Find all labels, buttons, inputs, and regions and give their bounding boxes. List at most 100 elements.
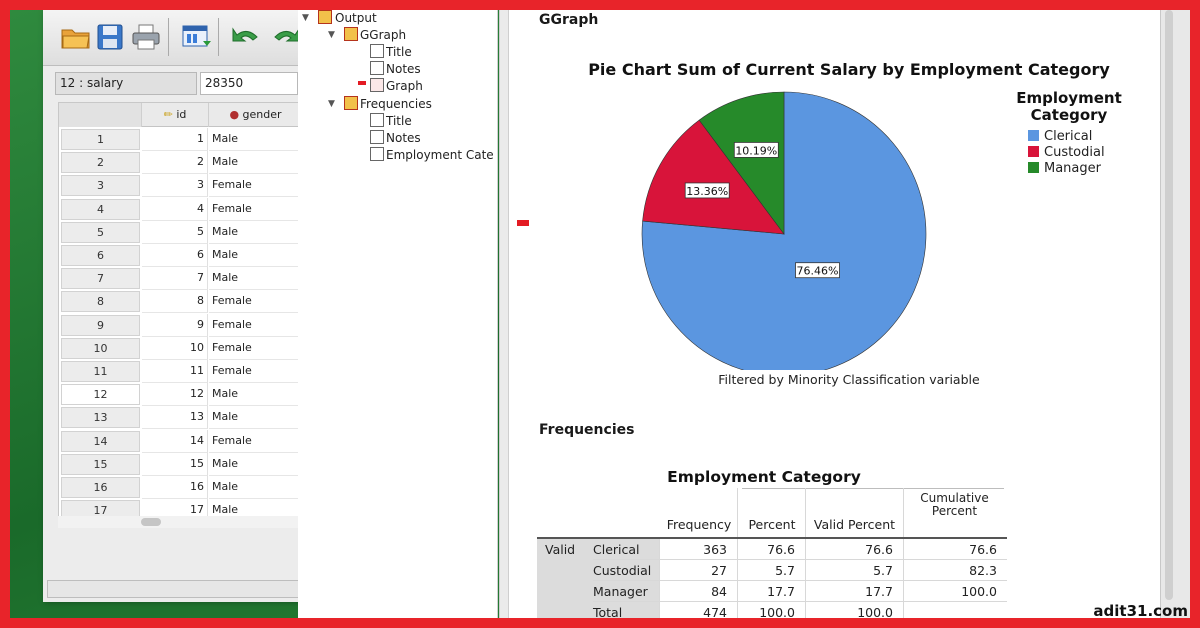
group-label-valid: Valid: [545, 542, 576, 557]
pie-chart[interactable]: 76.46% 13.36% 10.19%: [509, 10, 1174, 370]
scroll-thumb[interactable]: [141, 518, 161, 526]
cell-id[interactable]: 12: [142, 383, 208, 407]
column-header-gender[interactable]: ● gender: [229, 108, 282, 121]
row-number[interactable]: 5: [61, 221, 140, 243]
print-icon[interactable]: [129, 20, 163, 54]
pane-splitter[interactable]: [499, 10, 509, 618]
cell-id[interactable]: 4: [142, 197, 208, 221]
row-number[interactable]: 17: [61, 500, 140, 522]
cell-gender[interactable]: Male: [209, 221, 300, 244]
table-row[interactable]: 1 1 Male: [59, 128, 300, 151]
nav-item-ggraph[interactable]: GGraph: [360, 28, 407, 42]
cell-gender[interactable]: Female: [209, 337, 300, 360]
row-number[interactable]: 11: [61, 361, 140, 382]
table-row[interactable]: 7 7 Male: [59, 267, 300, 291]
cell-gender[interactable]: Male: [209, 151, 300, 175]
cell-gender[interactable]: Male: [209, 267, 300, 291]
table-row[interactable]: 15 15 Male: [59, 452, 300, 476]
undo-icon[interactable]: [229, 20, 263, 54]
row-number[interactable]: 3: [61, 175, 140, 197]
row-number[interactable]: 13: [61, 407, 140, 429]
row-number[interactable]: 7: [61, 268, 140, 290]
table-row[interactable]: 9 9 Female: [59, 313, 300, 337]
row-number[interactable]: 9: [61, 314, 140, 336]
table-row[interactable]: 10 10 Female: [59, 336, 300, 360]
cell-id[interactable]: 10: [142, 336, 208, 360]
cell-id[interactable]: 1: [142, 128, 208, 151]
table-row[interactable]: 2 2 Male: [59, 151, 300, 175]
pie-slice-clerical[interactable]: [641, 91, 927, 370]
collapse-toggle[interactable]: ▼: [328, 99, 335, 109]
redo-icon[interactable]: [269, 20, 303, 54]
row-number[interactable]: 12: [61, 384, 140, 406]
cell-gender[interactable]: Male: [209, 383, 300, 407]
table-row[interactable]: 12 12 Male: [59, 383, 300, 407]
dialog-recall-icon[interactable]: [179, 20, 213, 54]
cell-id[interactable]: 5: [142, 220, 208, 244]
cell-id[interactable]: 16: [142, 476, 208, 499]
ggraph-heading: GGraph: [539, 12, 599, 28]
row-number[interactable]: 2: [61, 152, 140, 174]
table-row[interactable]: 8 8 Female: [59, 290, 300, 314]
cell-gender[interactable]: Male: [209, 244, 300, 267]
nav-item-ggraph-title[interactable]: Title: [386, 45, 412, 59]
cell-gender[interactable]: Female: [209, 360, 300, 383]
horizontal-scrollbar[interactable]: [58, 516, 301, 528]
table-row[interactable]: 6 6 Male: [59, 244, 300, 267]
table-row[interactable]: 14 14 Female: [59, 429, 300, 453]
cell-gender[interactable]: Female: [209, 430, 300, 453]
cell-gender[interactable]: Female: [209, 174, 300, 198]
nav-item-freq-table[interactable]: Employment Cate: [386, 148, 494, 162]
toolbar-separator: [168, 18, 169, 56]
cell-id[interactable]: 7: [142, 267, 208, 291]
pie-slice-manager[interactable]: [698, 91, 785, 235]
row-number[interactable]: 16: [61, 477, 140, 498]
cell-id[interactable]: 6: [142, 244, 208, 267]
table-row[interactable]: 3 3 Female: [59, 174, 300, 198]
row-number[interactable]: 6: [61, 245, 140, 266]
column-header-id[interactable]: ✏ id: [142, 103, 209, 127]
row-number[interactable]: 1: [61, 129, 140, 150]
open-folder-icon[interactable]: [59, 20, 93, 54]
cell-value-field[interactable]: 28350: [200, 72, 298, 95]
cell-percent: 17.7: [737, 581, 805, 602]
row-number[interactable]: 10: [61, 337, 140, 359]
table-row[interactable]: 11 11 Female: [59, 360, 300, 383]
table-row[interactable]: 5 5 Male: [59, 220, 300, 244]
table-row[interactable]: 13 13 Male: [59, 406, 300, 430]
cell-cumulative: 100.0: [903, 581, 1007, 602]
cell-gender[interactable]: Male: [209, 128, 300, 151]
scroll-thumb[interactable]: [1165, 10, 1173, 600]
table-row[interactable]: 16 16 Male: [59, 476, 300, 499]
collapse-toggle[interactable]: ▼: [302, 13, 309, 23]
nav-item-output[interactable]: Output: [335, 11, 377, 25]
nav-item-ggraph-graph[interactable]: Graph: [386, 79, 423, 93]
cell-id[interactable]: 14: [142, 429, 208, 453]
nav-item-frequencies[interactable]: Frequencies: [360, 97, 432, 111]
save-icon[interactable]: [93, 20, 127, 54]
cell-gender[interactable]: Male: [209, 406, 300, 430]
pie-slice-custodial[interactable]: [642, 119, 785, 235]
nav-item-freq-notes[interactable]: Notes: [386, 131, 421, 145]
cell-id[interactable]: 15: [142, 452, 208, 476]
cell-id[interactable]: 9: [142, 313, 208, 337]
cell-id[interactable]: 11: [142, 360, 208, 383]
cell-gender[interactable]: Male: [209, 476, 300, 499]
collapse-toggle[interactable]: ▼: [328, 30, 335, 40]
vertical-scrollbar[interactable]: [1160, 10, 1190, 618]
cell-id[interactable]: 13: [142, 406, 208, 430]
nav-item-ggraph-notes[interactable]: Notes: [386, 62, 421, 76]
cell-gender[interactable]: Male: [209, 453, 300, 476]
cell-gender[interactable]: Female: [209, 198, 300, 221]
row-number[interactable]: 14: [61, 430, 140, 452]
cell-gender[interactable]: Female: [209, 290, 300, 314]
cell-gender[interactable]: Female: [209, 314, 300, 337]
row-number[interactable]: 15: [61, 453, 140, 475]
cell-id[interactable]: 2: [142, 151, 208, 175]
cell-id[interactable]: 8: [142, 290, 208, 314]
cell-id[interactable]: 3: [142, 174, 208, 198]
row-number[interactable]: 4: [61, 198, 140, 220]
nav-item-freq-title[interactable]: Title: [386, 114, 412, 128]
table-row[interactable]: 4 4 Female: [59, 197, 300, 221]
row-number[interactable]: 8: [61, 291, 140, 313]
